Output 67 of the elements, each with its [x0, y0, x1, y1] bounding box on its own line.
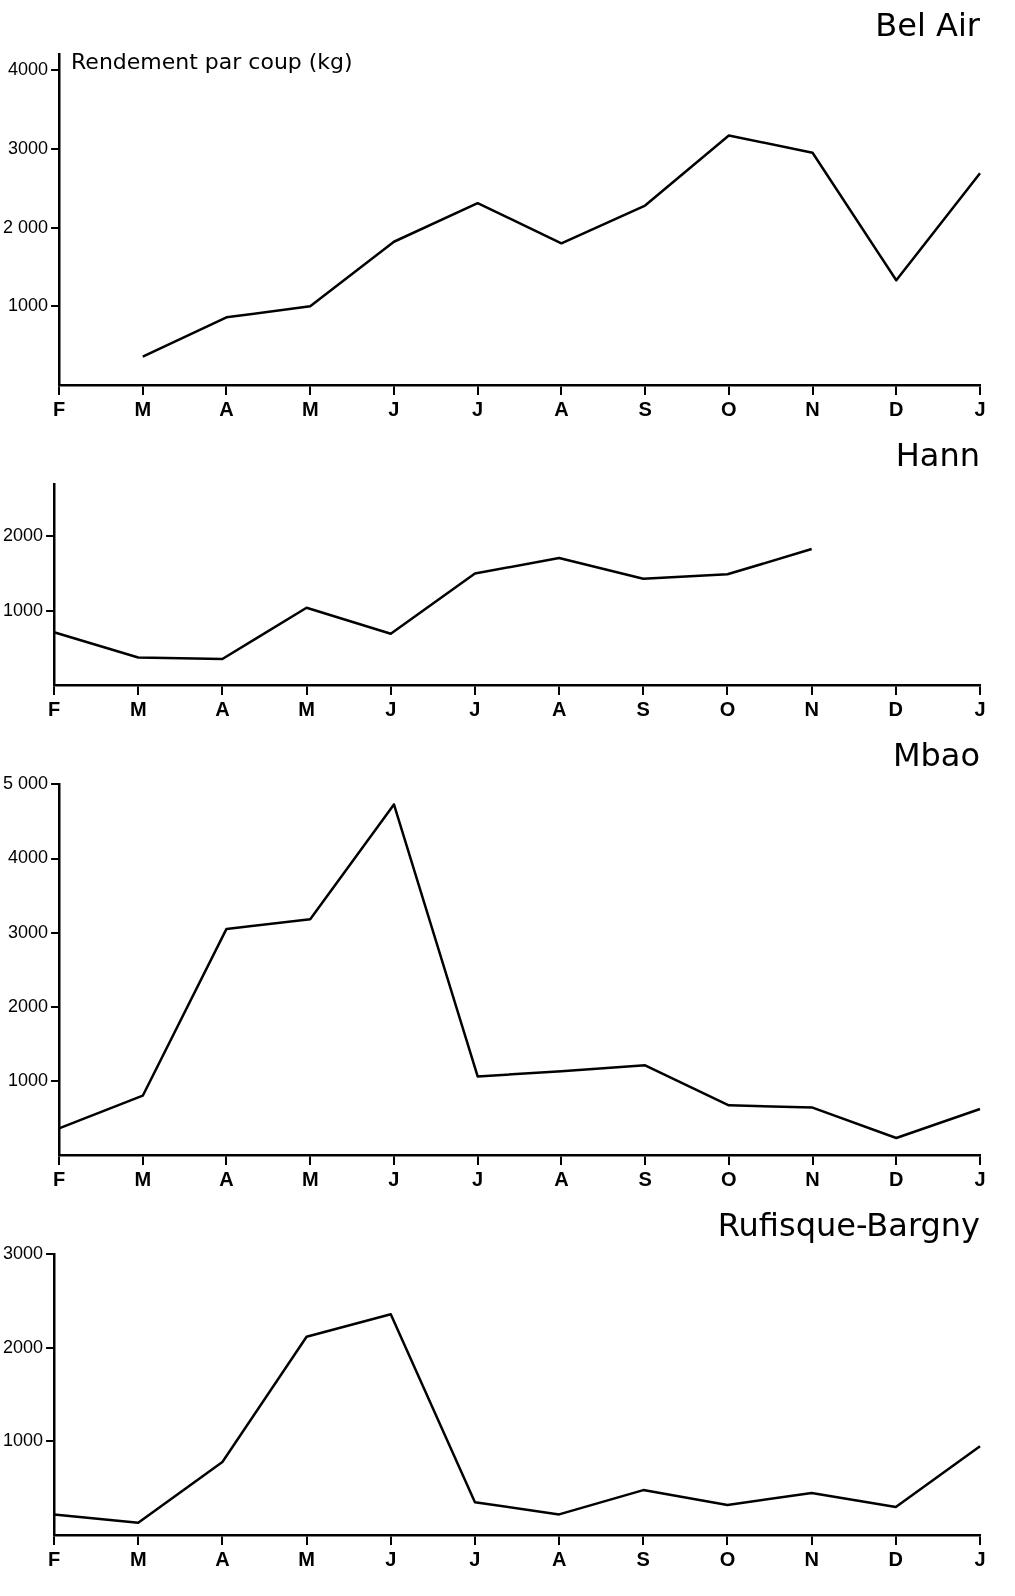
- x-tick-label: A: [219, 1167, 234, 1190]
- x-tick-label: D: [889, 1167, 904, 1190]
- y-tick-label: 1000: [3, 1430, 44, 1451]
- x-tick-label: J: [469, 1547, 481, 1570]
- x-tick-label: S: [636, 1547, 650, 1570]
- x-tick-label: M: [134, 397, 152, 420]
- x-tick-label: S: [636, 697, 650, 720]
- x-tick-label: F: [52, 1167, 66, 1190]
- x-tick-label: J: [388, 1167, 400, 1190]
- x-tick-label: M: [301, 1167, 319, 1190]
- x-tick-label: J: [472, 397, 484, 420]
- x-tick-label: O: [721, 397, 737, 420]
- x-tick-label: O: [719, 697, 736, 720]
- x-tick-label: J: [974, 697, 986, 720]
- x-tick-label: F: [47, 697, 61, 720]
- x-tick-label: N: [804, 1547, 819, 1570]
- chart-title: Mbao: [892, 735, 980, 774]
- x-tick-label: D: [888, 697, 904, 720]
- y-tick-label: 4000: [8, 847, 49, 868]
- chart-title: Hann: [895, 435, 980, 474]
- x-tick-label: N: [804, 697, 819, 720]
- x-tick-label: F: [52, 397, 66, 420]
- y-tick-label: 2 000: [3, 216, 49, 237]
- x-tick-label: O: [721, 1167, 737, 1190]
- x-tick-label: A: [215, 1547, 230, 1570]
- y-tick-label: 1000: [8, 295, 49, 316]
- chart-title: Rufisque-Bargny: [717, 1205, 980, 1244]
- x-tick-label: D: [889, 397, 904, 420]
- x-tick-label: M: [129, 1547, 147, 1570]
- x-tick-label: J: [388, 397, 400, 420]
- x-tick-label: M: [298, 697, 315, 720]
- x-tick-label: J: [974, 1547, 986, 1570]
- x-tick-label: M: [134, 1167, 152, 1190]
- x-tick-label: J: [385, 697, 397, 720]
- x-tick-label: M: [298, 1547, 315, 1570]
- x-tick-label: M: [301, 397, 319, 420]
- y-tick-label: 5 000: [3, 773, 49, 794]
- y-axis-title: Rendement par coup (kg): [71, 49, 353, 75]
- x-tick-label: A: [551, 697, 567, 720]
- y-tick-label: 4000: [8, 59, 49, 80]
- y-tick-label: 1000: [8, 1069, 49, 1090]
- x-tick-label: J: [974, 397, 986, 420]
- x-tick-label: F: [47, 1547, 61, 1570]
- x-tick-label: N: [805, 1167, 820, 1190]
- y-tick-label: 3000: [8, 137, 49, 158]
- y-tick-label: 2000: [3, 525, 44, 546]
- x-tick-label: S: [638, 397, 652, 420]
- x-tick-label: A: [554, 397, 569, 420]
- x-tick-label: A: [554, 1167, 569, 1190]
- x-tick-label: O: [719, 1547, 736, 1570]
- y-tick-label: 3000: [8, 921, 49, 942]
- x-tick-label: A: [551, 1547, 567, 1570]
- chart-title: Bel Air: [875, 5, 981, 44]
- y-tick-label: 2000: [8, 995, 49, 1016]
- x-tick-label: J: [974, 1167, 986, 1190]
- x-tick-label: D: [888, 1547, 904, 1570]
- x-tick-label: N: [805, 397, 820, 420]
- x-tick-label: M: [129, 697, 147, 720]
- x-tick-label: J: [472, 1167, 484, 1190]
- y-tick-label: 1000: [3, 599, 44, 620]
- x-tick-label: J: [469, 697, 481, 720]
- y-tick-label: 3000: [3, 1243, 44, 1264]
- x-tick-label: S: [638, 1167, 652, 1190]
- y-tick-label: 2000: [3, 1336, 44, 1357]
- x-tick-label: A: [219, 397, 234, 420]
- x-tick-label: J: [385, 1547, 397, 1570]
- x-tick-label: A: [215, 697, 230, 720]
